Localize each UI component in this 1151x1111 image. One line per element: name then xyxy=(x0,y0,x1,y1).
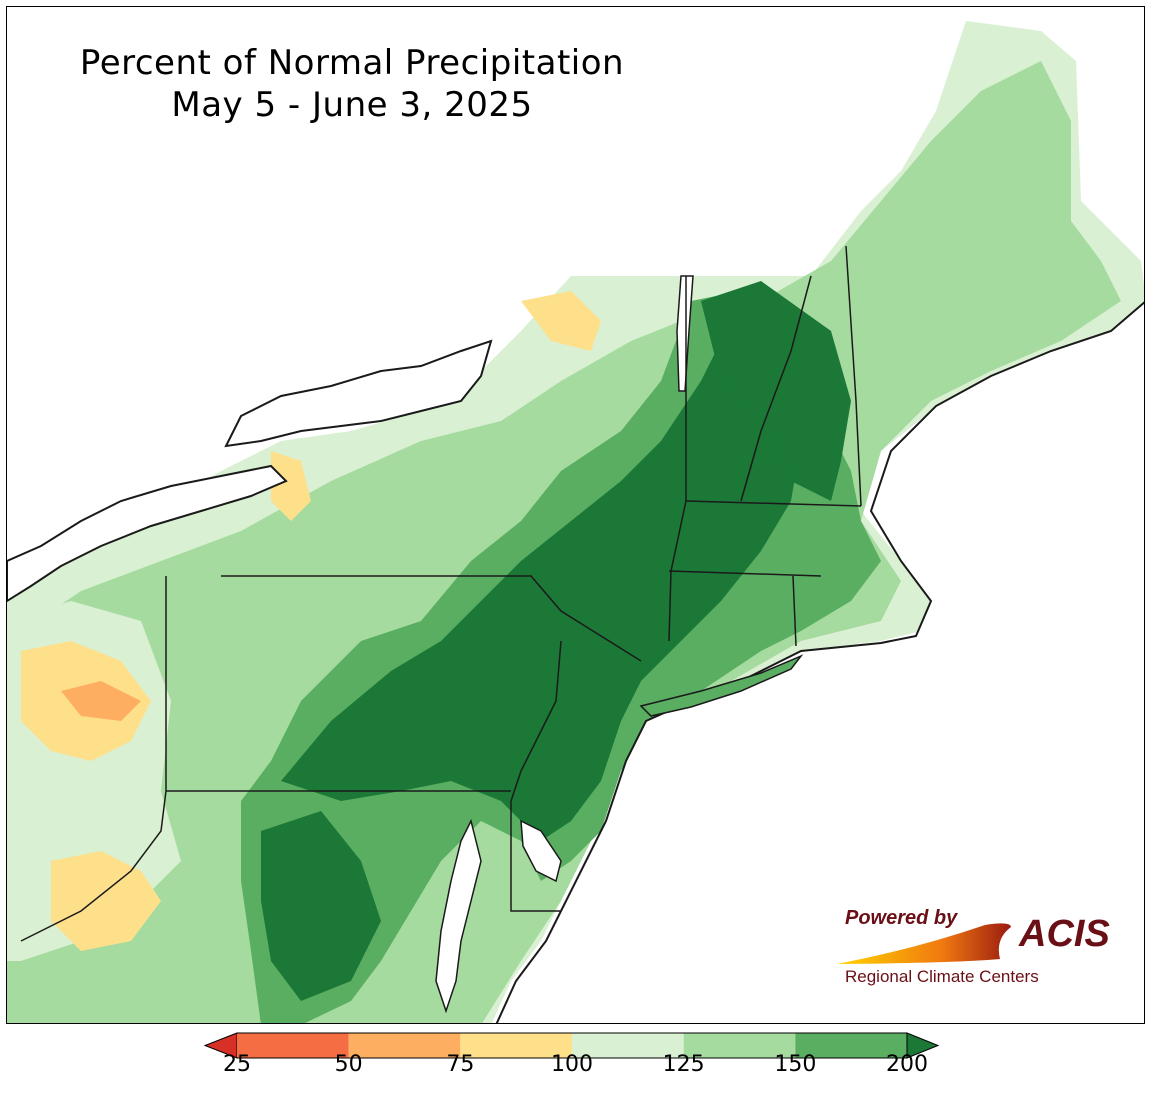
colorbar-segment xyxy=(237,1033,349,1058)
swoosh-icon xyxy=(837,923,1011,964)
colorbar-tick-label: 25 xyxy=(223,1052,251,1077)
colorbar-tick-label: 100 xyxy=(551,1052,593,1077)
nh-me-border xyxy=(845,245,862,507)
de-border xyxy=(510,801,561,912)
lake-erie xyxy=(7,464,288,603)
ny-pa-border xyxy=(221,575,642,662)
acis-logo: Powered by ACIS Regional Climate Centers xyxy=(835,905,1125,997)
delaware-bay xyxy=(520,819,562,883)
region-200-plus-md xyxy=(261,811,381,1001)
ct-ma-border xyxy=(668,570,822,577)
colorbar-segment xyxy=(348,1033,461,1058)
colorbar-tick-label: 125 xyxy=(662,1052,705,1077)
lake-ontario xyxy=(224,339,493,448)
map-frame: Percent of Normal Precipitation May 5 - … xyxy=(6,6,1145,1024)
long-island xyxy=(639,654,804,717)
colorbar-tick-label: 200 xyxy=(886,1052,928,1077)
colorbar-segment xyxy=(460,1033,572,1058)
colorbar-segment xyxy=(795,1033,907,1058)
wv-border xyxy=(20,790,167,942)
colorbar-tick-label: 150 xyxy=(774,1052,817,1077)
colorbar-tick-label: 75 xyxy=(446,1052,475,1077)
logo-powered-by: Powered by xyxy=(845,907,958,929)
ma-north-border xyxy=(685,500,862,507)
nj-west-border xyxy=(510,640,562,802)
precipitation-map xyxy=(7,21,1144,1023)
chesapeake-bay xyxy=(435,818,482,1014)
vt-nh-border xyxy=(740,275,812,502)
colorbar-segment xyxy=(683,1033,796,1058)
state-boundaries xyxy=(20,245,862,942)
colorbar-segment xyxy=(572,1033,684,1058)
map-title: Percent of Normal Precipitation xyxy=(79,43,625,83)
map-subtitle: May 5 - June 3, 2025 xyxy=(171,85,533,125)
logo-regional: Regional Climate Centers xyxy=(845,967,1039,986)
lake-champlain xyxy=(676,275,694,392)
region-75-100-north xyxy=(521,291,601,351)
region-50-75-west xyxy=(61,681,141,721)
region-75-100-wv xyxy=(51,851,161,951)
region-75-100-ny xyxy=(271,451,311,521)
colorbar-tick-label: 50 xyxy=(334,1052,363,1077)
colorbar-outline xyxy=(237,1032,907,1059)
ny-vt-border xyxy=(668,276,687,642)
logo-acis: ACIS xyxy=(1019,913,1110,955)
colorbar xyxy=(203,1032,940,1059)
colorbar-extend-high xyxy=(906,1032,940,1059)
ct-ri-border xyxy=(792,575,797,647)
region-200-plus xyxy=(281,321,801,841)
atlantic-ocean xyxy=(495,301,1144,1023)
